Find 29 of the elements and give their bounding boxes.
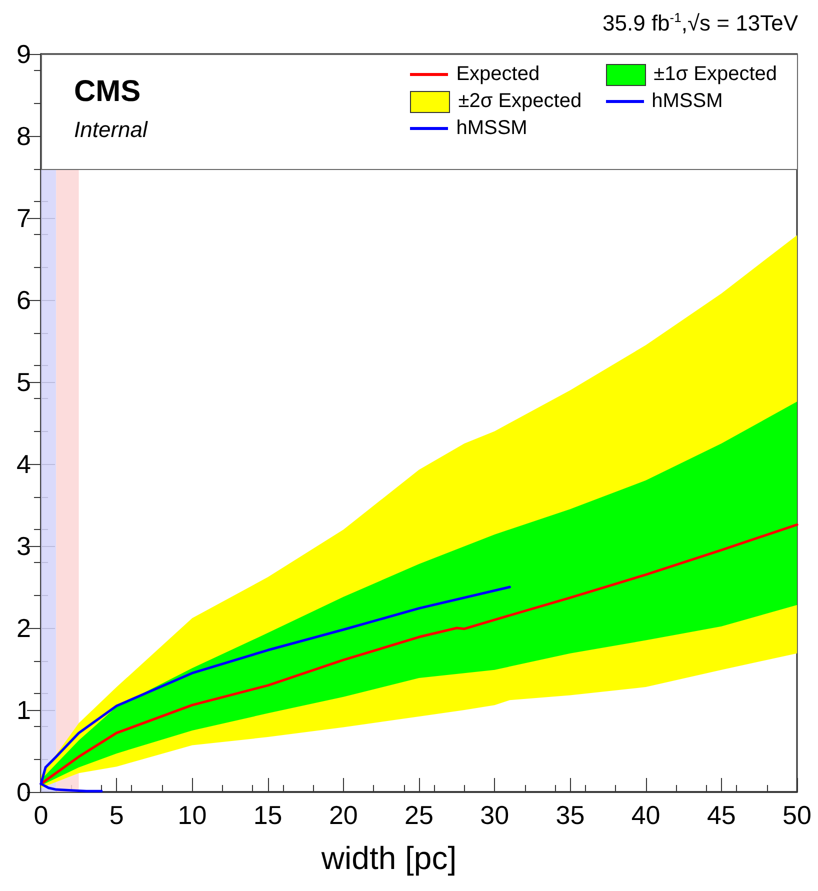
x-tick-label: 10 (178, 800, 207, 830)
y-tick-label: 9 (16, 39, 31, 69)
y-tick-label: 8 (16, 121, 31, 151)
x-tick-label: 40 (631, 800, 660, 830)
x-tick-label: 15 (253, 800, 282, 830)
x-tick-label: 20 (328, 800, 358, 830)
x-tick-label: 50 (782, 800, 812, 830)
x-tick-label: 30 (480, 800, 510, 830)
text: 35.9 fb$^{-1}$,√s = 13TeV (602, 10, 798, 36)
legend-label: ±2σ Expected (458, 90, 582, 113)
y-tick-label: 4 (16, 449, 31, 479)
legend-label: hMSSM (456, 117, 528, 140)
legend-label: hMSSM (652, 90, 723, 113)
y-tick-label: 7 (16, 203, 31, 233)
y-tick-label: 2 (16, 613, 31, 643)
x-tick-label: 25 (404, 800, 434, 830)
x-tick-label: 45 (706, 800, 736, 830)
legend-label: Expected (456, 63, 540, 86)
y-tick-label: 5 (16, 367, 31, 397)
legend-label: ±1σ Expected (654, 63, 777, 86)
y-tick-label: 0 (16, 777, 31, 807)
text: Internal (74, 117, 148, 143)
x-axis-title: width [pc] (320, 840, 457, 876)
y-tick-label: 6 (16, 285, 31, 315)
x-tick-label: 5 (109, 800, 124, 830)
y-tick-label: 3 (16, 531, 31, 561)
y-tick-label: 1 (16, 695, 31, 725)
text: CMS (74, 75, 141, 109)
x-tick-label: 35 (556, 800, 585, 830)
